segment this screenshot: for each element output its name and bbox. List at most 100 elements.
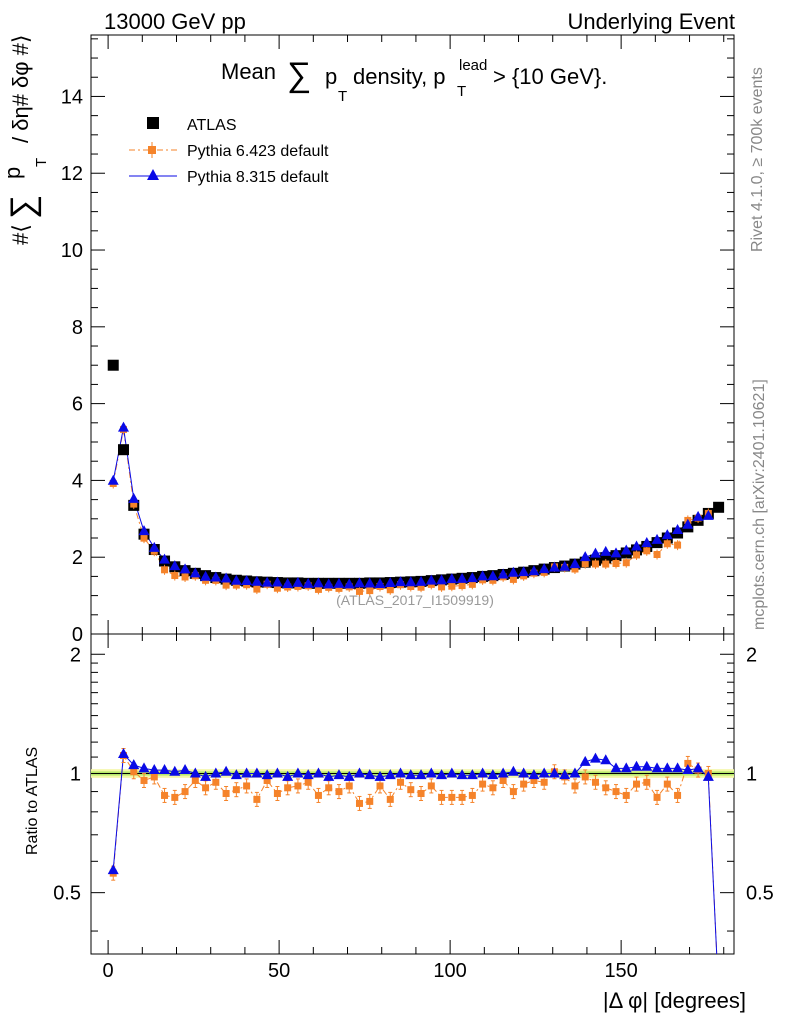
pythia8-main-point [661,529,673,540]
pythia6-main-point [407,582,415,590]
pythia6-ratio-point [674,791,682,799]
pythia6-ratio-point [345,782,353,790]
pythia8-ratio-point [220,765,232,776]
pythia8-main-point [271,576,283,587]
pythia6-ratio-point [222,789,230,797]
ratio-y-tick-label: 2 [70,644,81,666]
y-label-rest: / δη# δφ #⟩ [8,35,33,144]
pythia6-ratio-point [509,788,517,796]
pythia6-main-point [438,583,446,591]
pythia8-main-point [148,541,160,552]
pythia6-ratio-point [633,780,641,788]
pythia8-ratio-point [405,769,417,780]
pythia8-main-point [128,492,140,503]
chart-title-t2: T [457,83,466,100]
legend-py8-marker [147,169,159,180]
pythia8-main-point [436,574,448,585]
pythia8-ratio-point [333,769,345,780]
pythia8-main-point [651,533,663,544]
pythia6-main-point [417,583,425,591]
watermark-label: (ATLAS_2017_I1509919) [336,592,494,608]
pythia6-ratio-point [191,776,199,784]
pythia6-main-point [366,587,374,595]
main-y-tick-label: 8 [72,317,83,339]
pythia8-ratio-point [128,759,140,770]
legend-atlas-label: ATLAS [187,117,237,134]
x-tick-label: 0 [103,960,114,982]
pythia8-ratio-point [569,767,581,778]
pythia8-ratio-point [477,767,489,778]
pythia8-ratio-point [261,769,273,780]
pythia6-main-point [489,576,497,584]
y-label-sum: ∑ [4,195,42,219]
pythia8-ratio-point [589,752,601,763]
pythia6-main-point [458,582,466,590]
pythia6-ratio-point [314,791,322,799]
pythia8-main-point [292,576,304,587]
pythia8-main-point [466,572,478,583]
pythia8-ratio-point [374,770,386,781]
pythia6-main-point [663,540,671,548]
pythia8-ratio-point [456,769,468,780]
pythia6-ratio-point [397,778,405,786]
chart-title-p: p [325,64,337,89]
pythia6-main-point [181,573,189,581]
y-label-open: #⟨ [8,224,33,245]
pythia6-ratio-point [407,786,415,794]
pythia8-ratio-point [610,762,622,773]
atlas-main-point [713,501,725,513]
pythia6-ratio-point [376,782,384,790]
chart-title-mid: density, p [353,64,446,89]
pythia8-main-point [384,577,396,588]
pythia6-ratio-point [684,759,692,767]
pythia6-ratio-point [355,799,363,807]
pythia6-main-point [253,585,261,593]
pythia8-main-point [179,563,191,574]
pythia6-ratio-point [643,778,651,786]
pythia6-ratio-point [366,797,374,805]
pythia8-ratio-point [138,762,150,773]
pythia6-ratio-point [468,791,476,799]
pythia6-ratio-point [499,776,507,784]
chart-title-lead: lead [459,57,487,74]
pythia6-main-point [653,550,661,558]
pythia6-main-point [140,534,148,542]
main-data-layer [107,359,725,597]
ratio-data-layer [91,747,734,954]
pythia8-main-point [189,567,201,578]
legend-py8-label: Pythia 8.315 default [187,169,329,186]
ratio-y-axis: 0.5 0.5 1 1 2 2 [53,644,774,932]
pythia8-ratio-point [312,767,324,778]
pythia8-ratio-point [384,769,396,780]
pythia6-main-point [591,560,599,568]
pythia6-main-point [232,581,240,589]
pythia8-ratio-point [251,767,263,778]
pythia8-main-point [528,565,540,576]
chart-title: Mean ∑ p T density, p lead T > {10 GeV}. [221,56,607,105]
pythia8-ratio-point [579,755,591,766]
pythia8-ratio-point [107,864,119,875]
legend-atlas-marker [147,117,159,129]
pythia8-ratio-point [241,767,253,778]
pythia6-ratio-point [253,795,261,803]
pythia6-ratio-point [458,793,466,801]
pythia8-main-point [395,576,407,587]
pythia6-ratio-point [386,795,394,803]
pythia6-ratio-point [325,784,333,792]
pythia8-main-point [487,570,499,581]
main-x-axis [107,35,725,634]
pythia8-ratio-point [559,769,571,780]
pythia8-ratio-point [692,762,704,773]
pythia6-main-line [112,429,709,592]
pythia8-ratio-point [466,769,478,780]
pythia8-ratio-point [364,769,376,780]
pythia8-main-point [210,571,222,582]
pythia8-main-point [159,553,171,564]
pythia8-ratio-point [425,767,437,778]
pythia6-ratio-point [571,782,579,790]
pythia8-main-point [579,551,591,562]
pythia8-ratio-point [210,767,222,778]
pythia6-main-point [674,541,682,549]
pythia8-main-point [200,570,212,581]
pythia8-main-point [405,576,417,587]
